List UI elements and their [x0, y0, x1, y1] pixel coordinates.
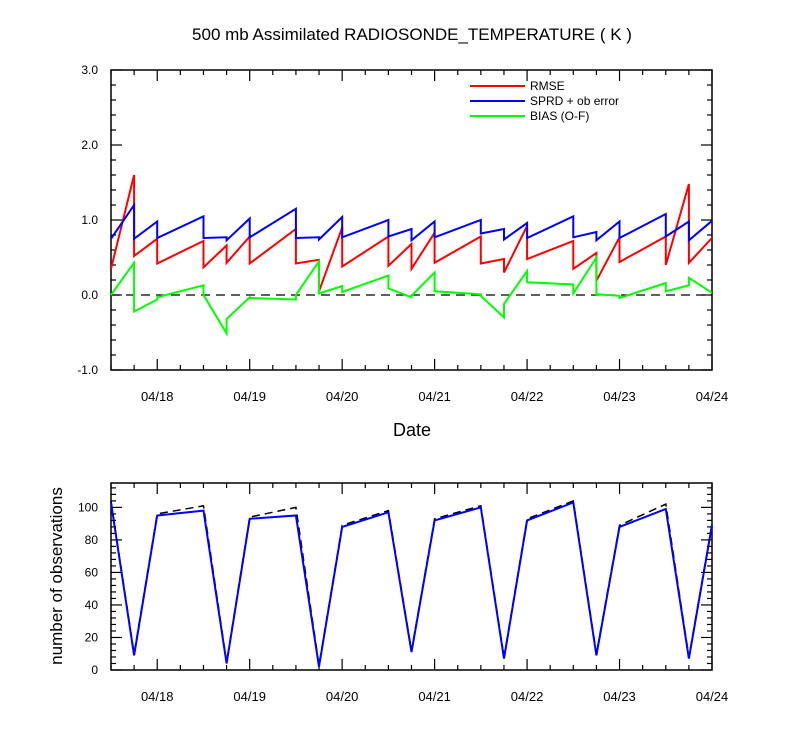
y-tick-label: 0 [91, 663, 98, 677]
y-axis-label-observations: number of observations [47, 487, 66, 665]
x-tick-label: 04/21 [418, 689, 451, 704]
x-tick-label: 04/19 [233, 689, 266, 704]
top-plot-frame [110, 69, 713, 371]
x-tick-label: 04/18 [141, 389, 174, 404]
y-tick-label: 3.0 [81, 63, 98, 77]
x-tick-label: 04/22 [511, 689, 544, 704]
x-tick-label: 04/22 [511, 389, 544, 404]
legend-label: SPRD + ob error [530, 94, 619, 108]
bottom-series-group [110, 499, 713, 667]
x-tick-label: 04/24 [696, 689, 729, 704]
x-tick-label: 04/18 [141, 689, 174, 704]
x-tick-label: 04/21 [418, 389, 451, 404]
x-tick-label: 04/19 [233, 389, 266, 404]
y-tick-label: 100 [78, 500, 98, 514]
series-line-rmse [110, 174, 713, 292]
y-tick-label: 1.0 [81, 213, 98, 227]
top-plot: -1.00.01.02.03.0 04/18 04/19 04/20 04/21 04/… [77, 63, 728, 440]
series-line-solid-1 [110, 501, 713, 667]
x-tick-label: 04/23 [603, 389, 636, 404]
series-line-sprd-ob-error [110, 201, 713, 243]
y-tick-label: -1.0 [77, 363, 98, 377]
y-tick-label: 80 [85, 533, 99, 547]
legend-label: RMSE [530, 79, 565, 93]
x-tick-label: 04/23 [603, 689, 636, 704]
bottom-x-axis: 04/18 04/19 04/20 04/21 04/22 04/23 04/24 [110, 483, 729, 704]
x-tick-label: 04/20 [326, 389, 359, 404]
y-tick-label: 60 [85, 565, 99, 579]
y-tick-label: 0.0 [81, 288, 98, 302]
top-x-axis: 04/18 04/19 04/20 04/21 04/22 04/23 04/24 [110, 70, 729, 404]
x-tick-label: 04/24 [696, 389, 729, 404]
series-line-bias-o-f [110, 254, 713, 337]
x-tick-label: 04/20 [326, 689, 359, 704]
bottom-y-axis: 0 20 40 60 80 100 [78, 487, 712, 677]
y-tick-label: 2.0 [81, 138, 98, 152]
chart-title: 500 mb Assimilated RADIOSONDE_TEMPERATUR… [192, 25, 632, 44]
y-tick-label: 40 [85, 598, 99, 612]
legend-label: BIAS (O-F) [530, 109, 589, 123]
y-tick-label: 20 [85, 630, 99, 644]
top-series-group [110, 174, 713, 337]
x-axis-label: Date [393, 420, 431, 440]
top-y-axis: -1.0 0.0 1.0 2.0 3.0 [77, 63, 712, 377]
